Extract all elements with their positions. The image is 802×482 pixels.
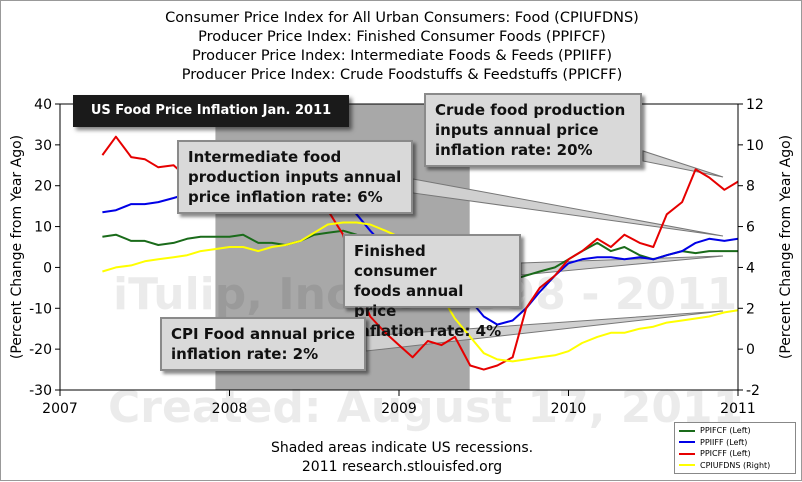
x-tick-label: 2009	[381, 401, 417, 417]
x-tick-label: 2007	[42, 401, 78, 417]
x-tick-label: 2008	[212, 401, 248, 417]
y-left-tick-label: -20	[29, 342, 52, 358]
y-left-tick-label: -10	[29, 301, 52, 317]
y-left-tick-label: 0	[43, 260, 52, 276]
y-right-tick-label: 8	[746, 179, 755, 195]
y-right-tick-label: 10	[746, 138, 764, 154]
legend-swatch	[679, 441, 695, 444]
legend-item: PPIIFF (Left)	[679, 437, 791, 449]
y-left-tick-label: 40	[34, 97, 52, 113]
arrow-intermediate	[412, 178, 724, 237]
y-right-tick-label: -2	[746, 383, 760, 399]
chart-title-1: Consumer Price Index for All Urban Consu…	[165, 10, 639, 26]
x-tick-label: 2011	[720, 401, 756, 417]
arrow-cpi	[365, 310, 724, 352]
y-left-tick-label: 30	[34, 138, 52, 154]
callout-cpi-food: CPI Food annual price inflation rate: 2%	[160, 317, 366, 371]
y-left-tick-label: -30	[29, 383, 52, 399]
legend-swatch	[679, 429, 695, 432]
y-axis-label-right: (Percent Change from Year Ago)	[778, 135, 794, 359]
arrow-crude	[642, 150, 724, 178]
chart-banner: US Food Price Inflation Jan. 2011	[73, 95, 349, 127]
y-axis-label-left: (Percent Change from Year Ago)	[9, 135, 25, 359]
callout-crude-food: Crude food production inputs annual pric…	[424, 93, 642, 167]
legend-swatch	[679, 452, 695, 455]
legend-swatch	[679, 464, 695, 467]
watermark-created: Created: August 17, 2011	[108, 382, 744, 433]
legend-item: CPIUFDNS (Right)	[679, 460, 791, 472]
legend-label: PPIIFF (Left)	[700, 437, 748, 447]
y-right-tick-label: 12	[746, 97, 764, 113]
callout-finished-foods: Finished consumer foods annual price inf…	[343, 234, 521, 340]
callout-intermediate-food: Intermediate food production inputs annu…	[177, 140, 413, 214]
y-right-tick-label: 0	[746, 342, 755, 358]
y-left-tick-label: 20	[34, 179, 52, 195]
legend-item: PPIFCF (Left)	[679, 425, 791, 437]
legend-label: PPIFCF (Left)	[700, 426, 751, 436]
legend-label: CPIUFDNS (Right)	[700, 460, 771, 470]
y-left-tick-label: 10	[34, 220, 52, 236]
chart-title-3: Producer Price Index: Intermediate Foods…	[191, 48, 613, 64]
chart-title-2: Producer Price Index: Finished Consumer …	[198, 29, 606, 45]
legend-label: PPICFF (Left)	[700, 449, 751, 459]
y-right-tick-label: 6	[746, 220, 755, 236]
chart-legend: PPIFCF (Left) PPIIFF (Left) PPICFF (Left) C…	[674, 422, 796, 474]
x-tick-label: 2010	[551, 401, 587, 417]
y-right-tick-label: 2	[746, 301, 755, 317]
legend-item: PPICFF (Left)	[679, 448, 791, 460]
y-right-tick-label: 4	[746, 260, 755, 276]
chart-title-4: Producer Price Index: Crude Foodstuffs &…	[181, 67, 623, 83]
footer-recession-note: Shaded areas indicate US recessions.	[270, 440, 534, 456]
footer-source: 2011 research.stlouisfed.org	[301, 459, 503, 475]
